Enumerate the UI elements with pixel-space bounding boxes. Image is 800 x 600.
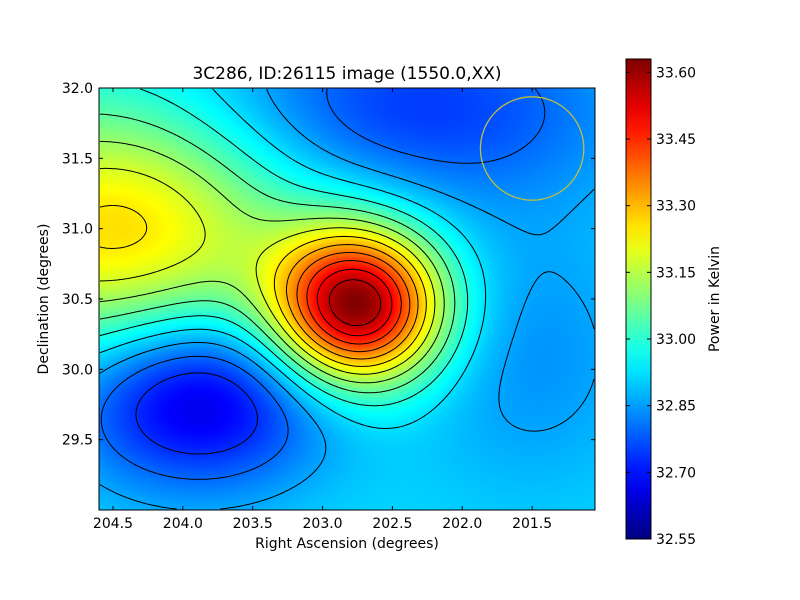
y-tick-label: 31.0 <box>62 222 93 238</box>
x-tick-label: 202.0 <box>442 516 482 532</box>
y-tick-label: 31.5 <box>62 151 93 167</box>
contour-line <box>99 167 436 375</box>
contour-line <box>99 205 427 367</box>
contour-line <box>135 372 258 455</box>
beam-circle <box>479 96 585 201</box>
chart-title: 3C286, ID:26115 image (1550.0,XX) <box>192 64 501 84</box>
x-tick-label: 204.5 <box>93 516 133 532</box>
colorbar-tick-label: 32.85 <box>656 399 696 415</box>
contour-line <box>296 252 411 353</box>
y-tick-label: 29.5 <box>62 433 93 449</box>
contour-line <box>99 140 445 384</box>
colorbar-tick-label: 32.55 <box>656 532 696 548</box>
x-tick-label: 201.5 <box>512 516 552 532</box>
colorbar-tick-label: 33.15 <box>656 265 696 281</box>
y-tick-label: 32.0 <box>62 81 93 97</box>
contour-line <box>99 113 456 394</box>
colorbar-tick-label: 33.60 <box>656 65 696 81</box>
contour-lines <box>99 88 595 510</box>
colorbar-tick-label: 33.30 <box>656 199 696 215</box>
x-tick-label: 204.0 <box>163 516 203 532</box>
colorbar-tick-label: 32.70 <box>656 465 696 481</box>
y-axis-ticks: 29.5 30.0 30.5 31.0 31.5 32.0 <box>62 81 595 449</box>
x-tick-label: 202.5 <box>372 516 412 532</box>
y-axis-label: Declination (degrees) <box>36 224 52 375</box>
contour-line <box>99 88 595 510</box>
heatmap-area <box>99 88 595 510</box>
contour-line <box>286 244 419 360</box>
x-axis-label: Right Ascension (degrees) <box>255 536 439 552</box>
contour-line <box>328 279 382 326</box>
colorbar <box>625 58 652 540</box>
colorbar-label: Power in Kelvin <box>707 246 723 352</box>
contour-line <box>100 88 546 480</box>
y-tick-label: 30.0 <box>62 362 93 378</box>
x-tick-label: 203.5 <box>233 516 273 532</box>
contour-line <box>99 88 487 429</box>
colorbar-ticks: 32.55 32.70 32.85 33.00 33.15 33.30 33.45 33.60 <box>626 65 696 548</box>
contour-line <box>99 88 469 407</box>
colorbar-tick-label: 33.45 <box>656 132 696 148</box>
colorbar-tick-label: 33.00 <box>656 332 696 348</box>
y-tick-label: 30.5 <box>62 292 93 308</box>
contour-line <box>306 260 402 345</box>
x-axis-ticks: 204.5 204.0 203.5 203.0 202.5 202.0 201.5 <box>93 88 552 532</box>
heatmap-image <box>99 88 595 510</box>
x-tick-label: 203.0 <box>303 516 343 532</box>
contour-line <box>316 268 393 337</box>
